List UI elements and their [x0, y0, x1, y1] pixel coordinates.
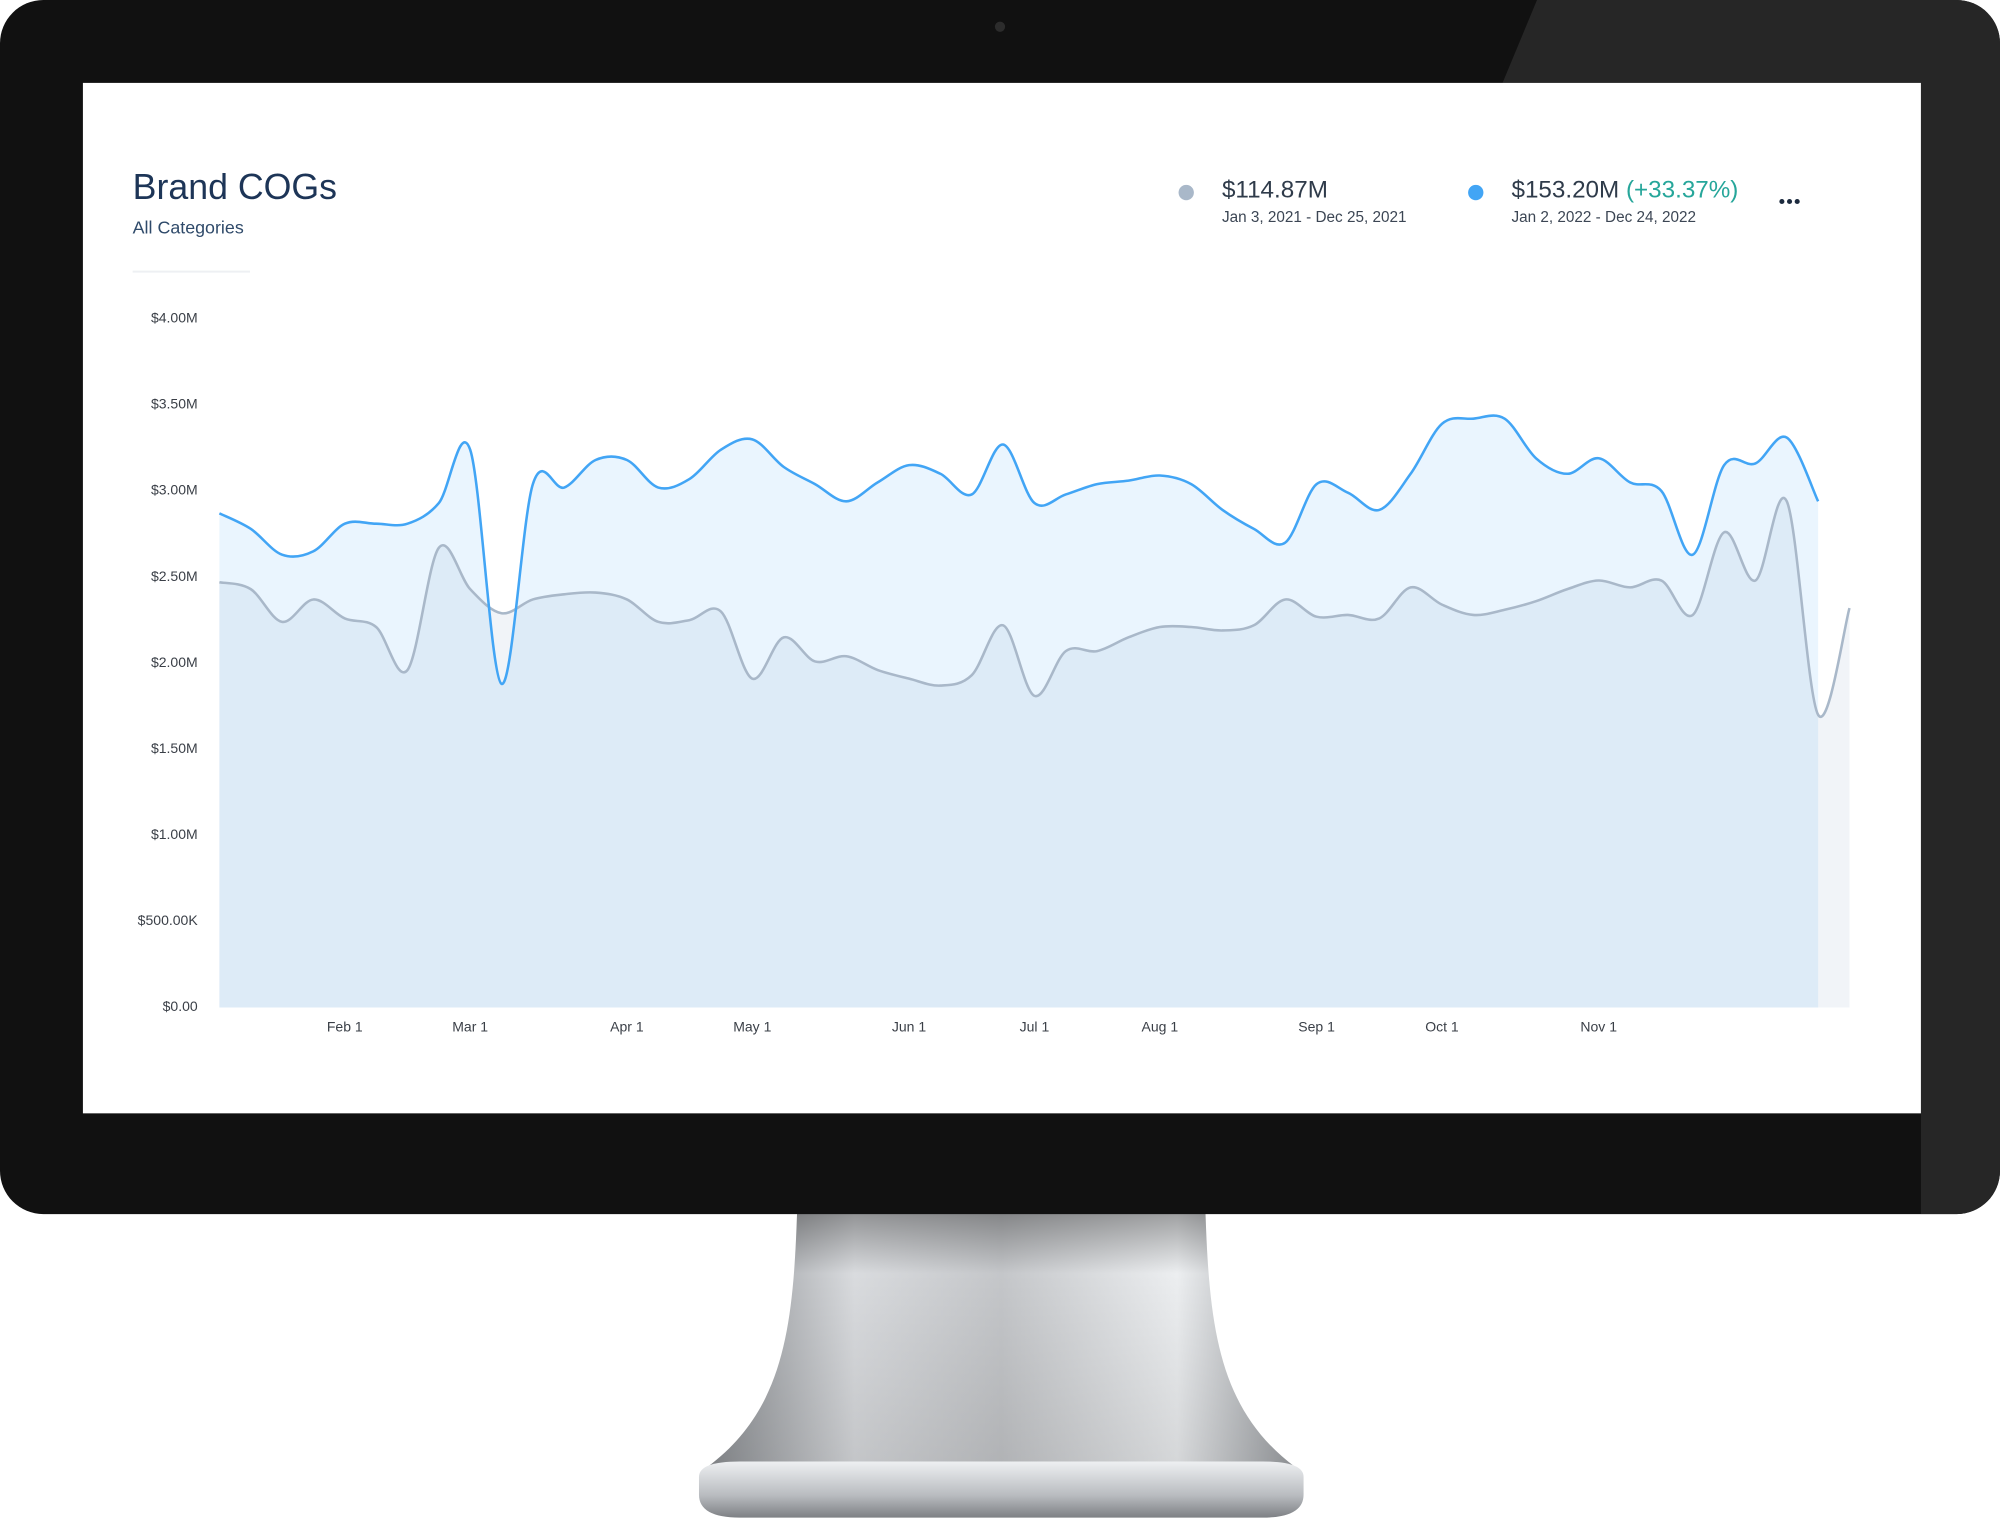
more-menu[interactable] [1773, 185, 1806, 213]
camera [994, 21, 1006, 32]
lines [218, 414, 1851, 719]
stand-base [698, 1461, 1304, 1518]
x-tick-label: Apr 1 [610, 1019, 644, 1035]
x-tick-label: Aug 1 [1142, 1019, 1179, 1035]
y-tick-label: $500.00K [138, 912, 199, 928]
area-fill [219, 497, 1850, 1008]
screen [82, 82, 1921, 1114]
legend-change: (+33.37%) [1626, 177, 1738, 204]
x-tick-label: Jul 1 [1020, 1019, 1050, 1035]
legend-total-value: $153.20M [1511, 177, 1619, 204]
x-tick-label: May 1 [733, 1019, 771, 1035]
area-fill [219, 415, 1819, 1008]
y-tick-label: $3.50M [151, 396, 198, 412]
legend-total: $153.20M (+33.37%) [1511, 177, 1738, 204]
legend-label: Jan 3, 2021 - Dec 25, 2021 [1222, 209, 1407, 226]
y-tick-label: $3.00M [151, 482, 198, 498]
legend-label: Jan 2, 2022 - Dec 24, 2022 [1511, 209, 1696, 226]
y-tick-label: $1.00M [151, 826, 198, 842]
y-tick-label: $0.00 [163, 998, 198, 1014]
bezel-reflection [1502, 0, 2000, 1215]
line [218, 414, 1820, 686]
y-tick-label: $1.50M [151, 740, 198, 756]
y-tick-label: $2.50M [151, 568, 198, 584]
y-tick-label: $2.00M [151, 654, 198, 670]
x-tick-label: Oct 1 [1425, 1019, 1459, 1035]
y-tick-label: $4.00M [151, 310, 198, 326]
x-tick-label: Mar 1 [452, 1019, 488, 1035]
x-tick-label: Sep 1 [1298, 1019, 1335, 1035]
legend: $114.87M Jan 3, 2021 - Dec 25, 2021 $153… [1178, 177, 1738, 226]
x-tick-label: Nov 1 [1580, 1019, 1617, 1035]
x-tick-label: Jun 1 [892, 1019, 926, 1035]
legend-total: $114.87M [1222, 177, 1328, 204]
legend-marker [1468, 184, 1484, 201]
legend-marker [1178, 184, 1194, 201]
plot-area: $0.00 $500.00K $1.00M $1.50M $2.00M $2.50M $3.… [138, 310, 1851, 1035]
chart-subtitle: All Categories [133, 217, 244, 237]
areas [219, 415, 1850, 1008]
x-tick-label: Feb 1 [327, 1019, 363, 1035]
chart-title: Brand COGs [133, 167, 337, 207]
stand-neck-shade [707, 1208, 1295, 1467]
